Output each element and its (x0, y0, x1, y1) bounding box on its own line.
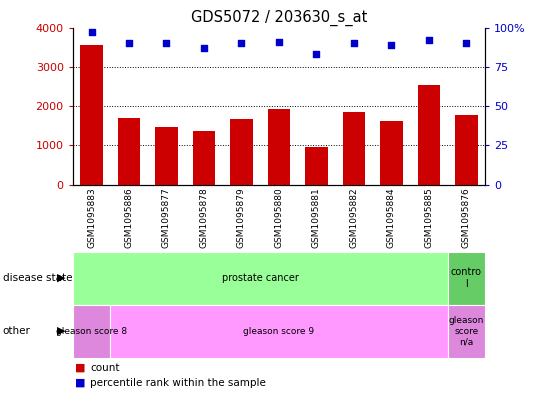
Point (387, 42, 396, 48)
Point (162, 40, 171, 46)
Point (350, 40, 358, 46)
Bar (155, 127, 178, 185)
Text: prostate cancer: prostate cancer (222, 273, 299, 283)
Bar (455, 115, 478, 185)
Point (87, 29, 96, 35)
Text: disease state: disease state (3, 273, 72, 283)
Point (462, 40, 471, 46)
Bar (268, 109, 290, 185)
Bar (447, 305, 485, 358)
Text: ■: ■ (75, 378, 86, 388)
Text: count: count (90, 362, 120, 373)
Bar (230, 119, 253, 185)
Point (425, 37, 433, 43)
Text: ▶: ▶ (57, 273, 65, 283)
Point (312, 51, 321, 57)
Text: gleason score 9: gleason score 9 (244, 327, 314, 336)
Text: percentile rank within the sample: percentile rank within the sample (90, 378, 266, 388)
Text: gleason score 8: gleason score 8 (56, 327, 127, 336)
Point (199, 45, 208, 51)
Point (237, 40, 246, 46)
Point (125, 40, 133, 46)
Bar (447, 252, 485, 305)
Text: gleason
score
n/a: gleason score n/a (448, 316, 484, 346)
Text: ■: ■ (75, 362, 86, 373)
Bar (380, 121, 403, 185)
Text: contro
l: contro l (451, 267, 482, 289)
Bar (305, 147, 328, 185)
Title: GDS5072 / 203630_s_at: GDS5072 / 203630_s_at (191, 10, 367, 26)
Bar (110, 305, 447, 358)
Bar (418, 85, 440, 185)
Text: other: other (3, 326, 31, 336)
Bar (343, 112, 365, 185)
Bar (80, 45, 103, 185)
Point (275, 39, 284, 45)
Bar (118, 118, 140, 185)
Bar (193, 131, 215, 185)
Bar (73, 305, 110, 358)
Text: ▶: ▶ (57, 326, 65, 336)
